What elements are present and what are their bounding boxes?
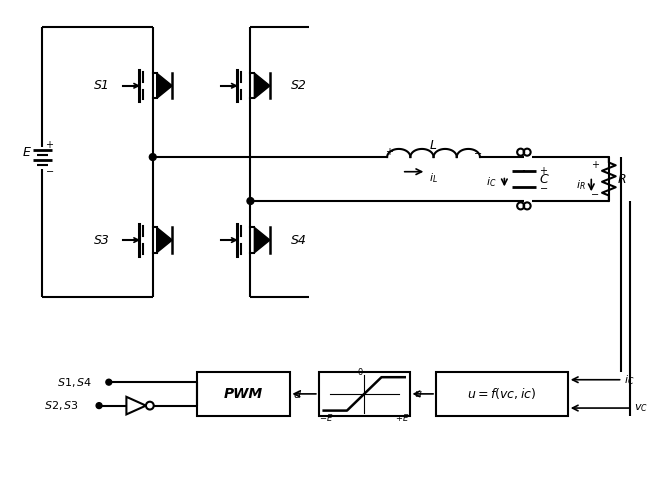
Polygon shape (126, 397, 146, 415)
Circle shape (106, 379, 111, 385)
Text: $d$: $d$ (294, 388, 303, 400)
Text: $u=f(vc,ic)$: $u=f(vc,ic)$ (467, 386, 537, 401)
Text: PWM: PWM (224, 387, 262, 401)
Circle shape (96, 403, 102, 409)
Bar (197, 372, 290, 416)
Text: $-$: $-$ (45, 165, 54, 175)
Text: 0: 0 (358, 368, 364, 377)
Text: S2: S2 (292, 79, 307, 92)
Circle shape (247, 198, 254, 205)
Text: S3: S3 (94, 234, 110, 246)
Text: +: + (591, 160, 599, 170)
Text: $-$: $-$ (590, 188, 599, 198)
Text: $+E$: $+E$ (395, 412, 409, 423)
Text: $L$: $L$ (430, 139, 437, 152)
Polygon shape (157, 73, 172, 99)
Polygon shape (255, 227, 270, 253)
Text: $i_C$: $i_C$ (486, 175, 496, 190)
Text: $i_C$: $i_C$ (625, 373, 635, 387)
Text: $-$: $-$ (474, 147, 483, 157)
Text: $i_R$: $i_R$ (575, 178, 585, 192)
Text: $-$: $-$ (538, 182, 548, 192)
Text: $S2,S3$: $S2,S3$ (45, 399, 80, 412)
Text: $S1,S4$: $S1,S4$ (57, 376, 92, 389)
Text: $R$: $R$ (617, 173, 626, 186)
Text: S4: S4 (292, 234, 307, 246)
Bar (319, 372, 410, 416)
Text: $C$: $C$ (538, 173, 550, 186)
Text: +: + (385, 147, 393, 157)
Text: $v_C$: $v_C$ (634, 402, 648, 414)
Text: $-E$: $-E$ (319, 412, 334, 423)
Text: $u$: $u$ (413, 389, 422, 399)
Text: $E$: $E$ (22, 146, 32, 158)
Text: S1: S1 (94, 79, 110, 92)
Circle shape (149, 154, 156, 160)
Text: +: + (45, 140, 53, 150)
Polygon shape (255, 73, 270, 99)
Text: $i_L$: $i_L$ (429, 172, 438, 186)
Polygon shape (157, 227, 172, 253)
Text: +: + (538, 166, 546, 176)
Bar (436, 372, 568, 416)
